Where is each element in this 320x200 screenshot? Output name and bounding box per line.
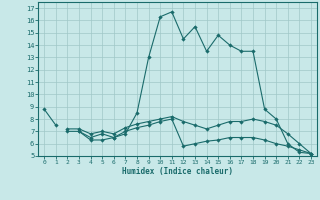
X-axis label: Humidex (Indice chaleur): Humidex (Indice chaleur) [122,167,233,176]
